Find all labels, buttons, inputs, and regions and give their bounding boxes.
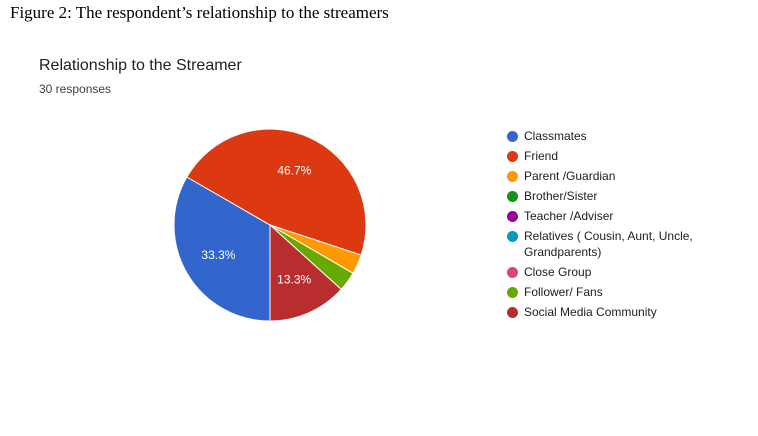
legend-item-relatives-cousin-aunt-uncle-grandparents[interactable]: Relatives ( Cousin, Aunt, Uncle, Grandpa… bbox=[507, 228, 747, 260]
legend-label: Parent /Guardian bbox=[524, 169, 616, 183]
legend-swatch bbox=[507, 286, 518, 298]
legend-swatch bbox=[507, 210, 518, 222]
legend-label: Brother/Sister bbox=[524, 189, 598, 203]
legend-item-follower-fans[interactable]: Follower/ Fans bbox=[507, 284, 747, 300]
pie-data-label-friend: 46.7% bbox=[277, 164, 311, 178]
legend-swatch bbox=[507, 170, 518, 182]
legend-item-friend[interactable]: Friend bbox=[507, 148, 747, 164]
legend-label: Close Group bbox=[524, 265, 592, 279]
legend-item-social-media-community[interactable]: Social Media Community bbox=[507, 304, 747, 320]
chart-legend: Classmates Friend Parent /Guardian Brother/… bbox=[507, 128, 747, 324]
legend-label: Relatives ( Cousin, Aunt, Uncle, Grandpa… bbox=[524, 229, 693, 259]
legend-item-classmates[interactable]: Classmates bbox=[507, 128, 747, 144]
legend-label: Friend bbox=[524, 149, 559, 163]
chart-subtitle: 30 responses bbox=[39, 82, 112, 96]
legend-label: Social Media Community bbox=[524, 305, 657, 319]
pie-chart: 33.3% 46.7% 13.3% bbox=[173, 128, 367, 322]
legend-label: Follower/ Fans bbox=[524, 285, 603, 299]
chart-title: Relationship to the Streamer bbox=[39, 57, 242, 74]
legend-label: Teacher /Adviser bbox=[524, 209, 614, 223]
pie-slice-friend[interactable] bbox=[186, 128, 367, 256]
legend-item-parent-guardian[interactable]: Parent /Guardian bbox=[507, 168, 747, 184]
legend-item-teacher-adviser[interactable]: Teacher /Adviser bbox=[507, 208, 747, 224]
legend-swatch bbox=[507, 266, 518, 278]
legend-swatch bbox=[507, 130, 518, 142]
legend-label: Classmates bbox=[524, 129, 587, 143]
pie-data-label-classmates: 33.3% bbox=[201, 248, 235, 262]
pie-slice-social-media-community[interactable] bbox=[269, 223, 342, 322]
legend-swatch bbox=[507, 190, 518, 202]
legend-swatch bbox=[507, 306, 518, 318]
legend-swatch bbox=[507, 230, 518, 242]
legend-item-close-group[interactable]: Close Group bbox=[507, 264, 747, 280]
pie-slice-classmates[interactable] bbox=[173, 176, 271, 322]
figure-caption: Figure 2: The respondent’s relationship … bbox=[10, 3, 389, 22]
pie-data-label-social-media-community: 13.3% bbox=[277, 272, 311, 286]
legend-item-brother-sister[interactable]: Brother/Sister bbox=[507, 188, 747, 204]
legend-swatch bbox=[507, 150, 518, 162]
